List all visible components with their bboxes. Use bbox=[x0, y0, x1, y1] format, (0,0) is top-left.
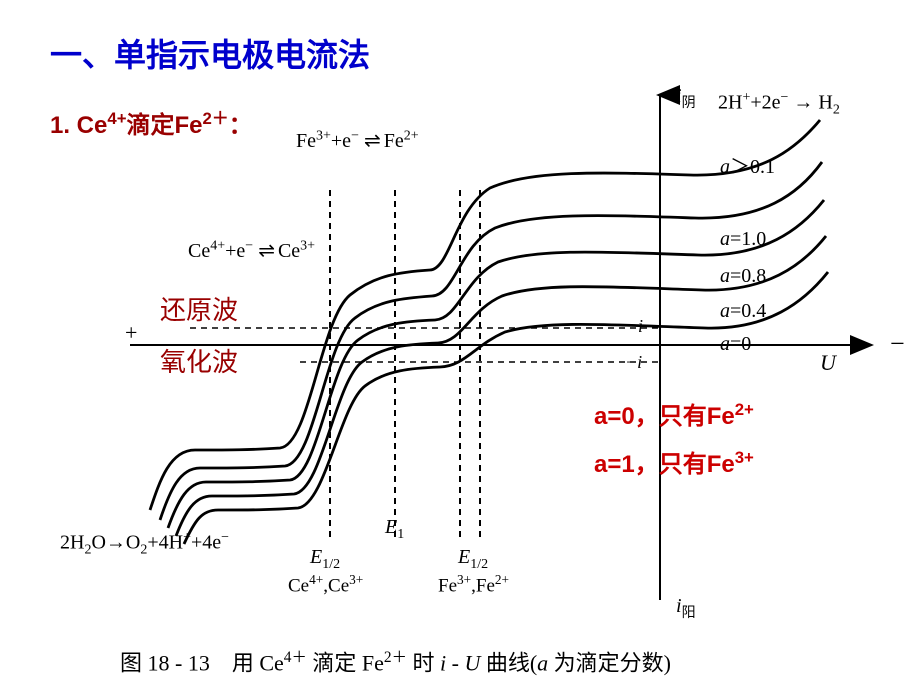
i-pos-label: i bbox=[638, 316, 643, 337]
x-axis-label: U bbox=[820, 350, 836, 376]
reaction-ce: Ce4++e− ⇌ Ce3+ bbox=[188, 238, 315, 263]
svg-text:+: + bbox=[125, 320, 137, 345]
y-axis-top-label: i阴 bbox=[676, 85, 696, 112]
figure-caption: 图 18 - 13 用 Ce4＋ 滴定 Fe2＋ 时 i - U 曲线(a 为滴… bbox=[120, 645, 671, 677]
y-axis-bot-label: i阳 bbox=[676, 595, 696, 622]
reaction-fe: Fe3++e− ⇌ Fe2+ bbox=[296, 128, 419, 153]
curve-label-0: a＞0.1 bbox=[720, 150, 775, 179]
reduction-wave-label: 还原波 bbox=[160, 290, 238, 327]
curves bbox=[150, 120, 828, 544]
e12-ce-species: Ce4+,Ce3+ bbox=[288, 572, 363, 597]
e1-label: E1 bbox=[385, 516, 404, 543]
curve-label-3: a=0.4 bbox=[720, 300, 766, 323]
annotation-a0: a=0，只有Fe2+ bbox=[594, 396, 754, 431]
reaction-h2o: 2H2O→O2+4H++4e− bbox=[60, 530, 229, 559]
main-title: 一、单指示电极电流法 bbox=[50, 30, 370, 76]
curve-label-2: a=0.8 bbox=[720, 265, 766, 288]
e12-ce-label: E1/2 bbox=[310, 546, 340, 573]
svg-text:−: − bbox=[890, 329, 905, 358]
curve-label-1: a=1.0 bbox=[720, 228, 766, 251]
e12-fe-label: E1/2 bbox=[458, 546, 488, 573]
annotation-a1: a=1，只有Fe3+ bbox=[594, 444, 754, 479]
reaction-h2: 2H++2e− → H2 bbox=[718, 90, 840, 119]
oxidation-wave-label: 氧化波 bbox=[160, 342, 238, 379]
e12-fe-species: Fe3+,Fe2+ bbox=[438, 572, 509, 597]
i-neg-label: −i bbox=[625, 352, 642, 373]
polarogram-chart: + − bbox=[0, 80, 920, 700]
curve-label-4: a=0 bbox=[720, 333, 751, 356]
